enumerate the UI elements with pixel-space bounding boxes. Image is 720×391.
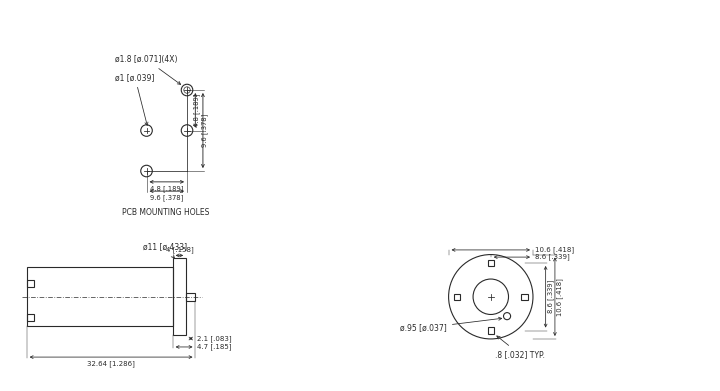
Bar xyxy=(487,260,494,266)
Text: 4.8 [.189]: 4.8 [.189] xyxy=(150,185,184,192)
Text: 9.6 [.378]: 9.6 [.378] xyxy=(150,194,184,201)
Text: 8.6 [.339]: 8.6 [.339] xyxy=(535,254,570,260)
Text: 4.7 [.185]: 4.7 [.185] xyxy=(197,344,231,350)
Bar xyxy=(186,293,195,301)
Text: .8 [.032] TYP.: .8 [.032] TYP. xyxy=(495,336,545,359)
Text: ø1.8 [ø.071](4X): ø1.8 [ø.071](4X) xyxy=(115,55,181,84)
Bar xyxy=(27,280,35,287)
Text: 32.64 [1.286]: 32.64 [1.286] xyxy=(87,361,135,367)
Text: 4.8 [.189]: 4.8 [.189] xyxy=(193,93,200,127)
Text: 10.6 [.418]: 10.6 [.418] xyxy=(535,247,574,253)
Text: ø.95 [ø.037]: ø.95 [ø.037] xyxy=(400,317,502,332)
Text: 9.6 [.378]: 9.6 [.378] xyxy=(201,114,207,147)
Text: PCB MOUNTING HOLES: PCB MOUNTING HOLES xyxy=(122,208,210,217)
Text: 10.6 [.418]: 10.6 [.418] xyxy=(556,278,563,316)
Text: 8.6 [.339]: 8.6 [.339] xyxy=(547,280,554,314)
Text: ø1 [ø.039]: ø1 [ø.039] xyxy=(115,73,155,126)
Bar xyxy=(454,294,460,300)
Bar xyxy=(27,314,35,321)
Text: 4 [.158]: 4 [.158] xyxy=(166,246,193,253)
Bar xyxy=(27,267,173,326)
Bar xyxy=(487,327,494,334)
Bar xyxy=(173,258,186,335)
Text: ø11 [ø.433]: ø11 [ø.433] xyxy=(143,242,187,258)
Bar xyxy=(521,294,528,300)
Text: 2.1 [.083]: 2.1 [.083] xyxy=(197,335,231,342)
